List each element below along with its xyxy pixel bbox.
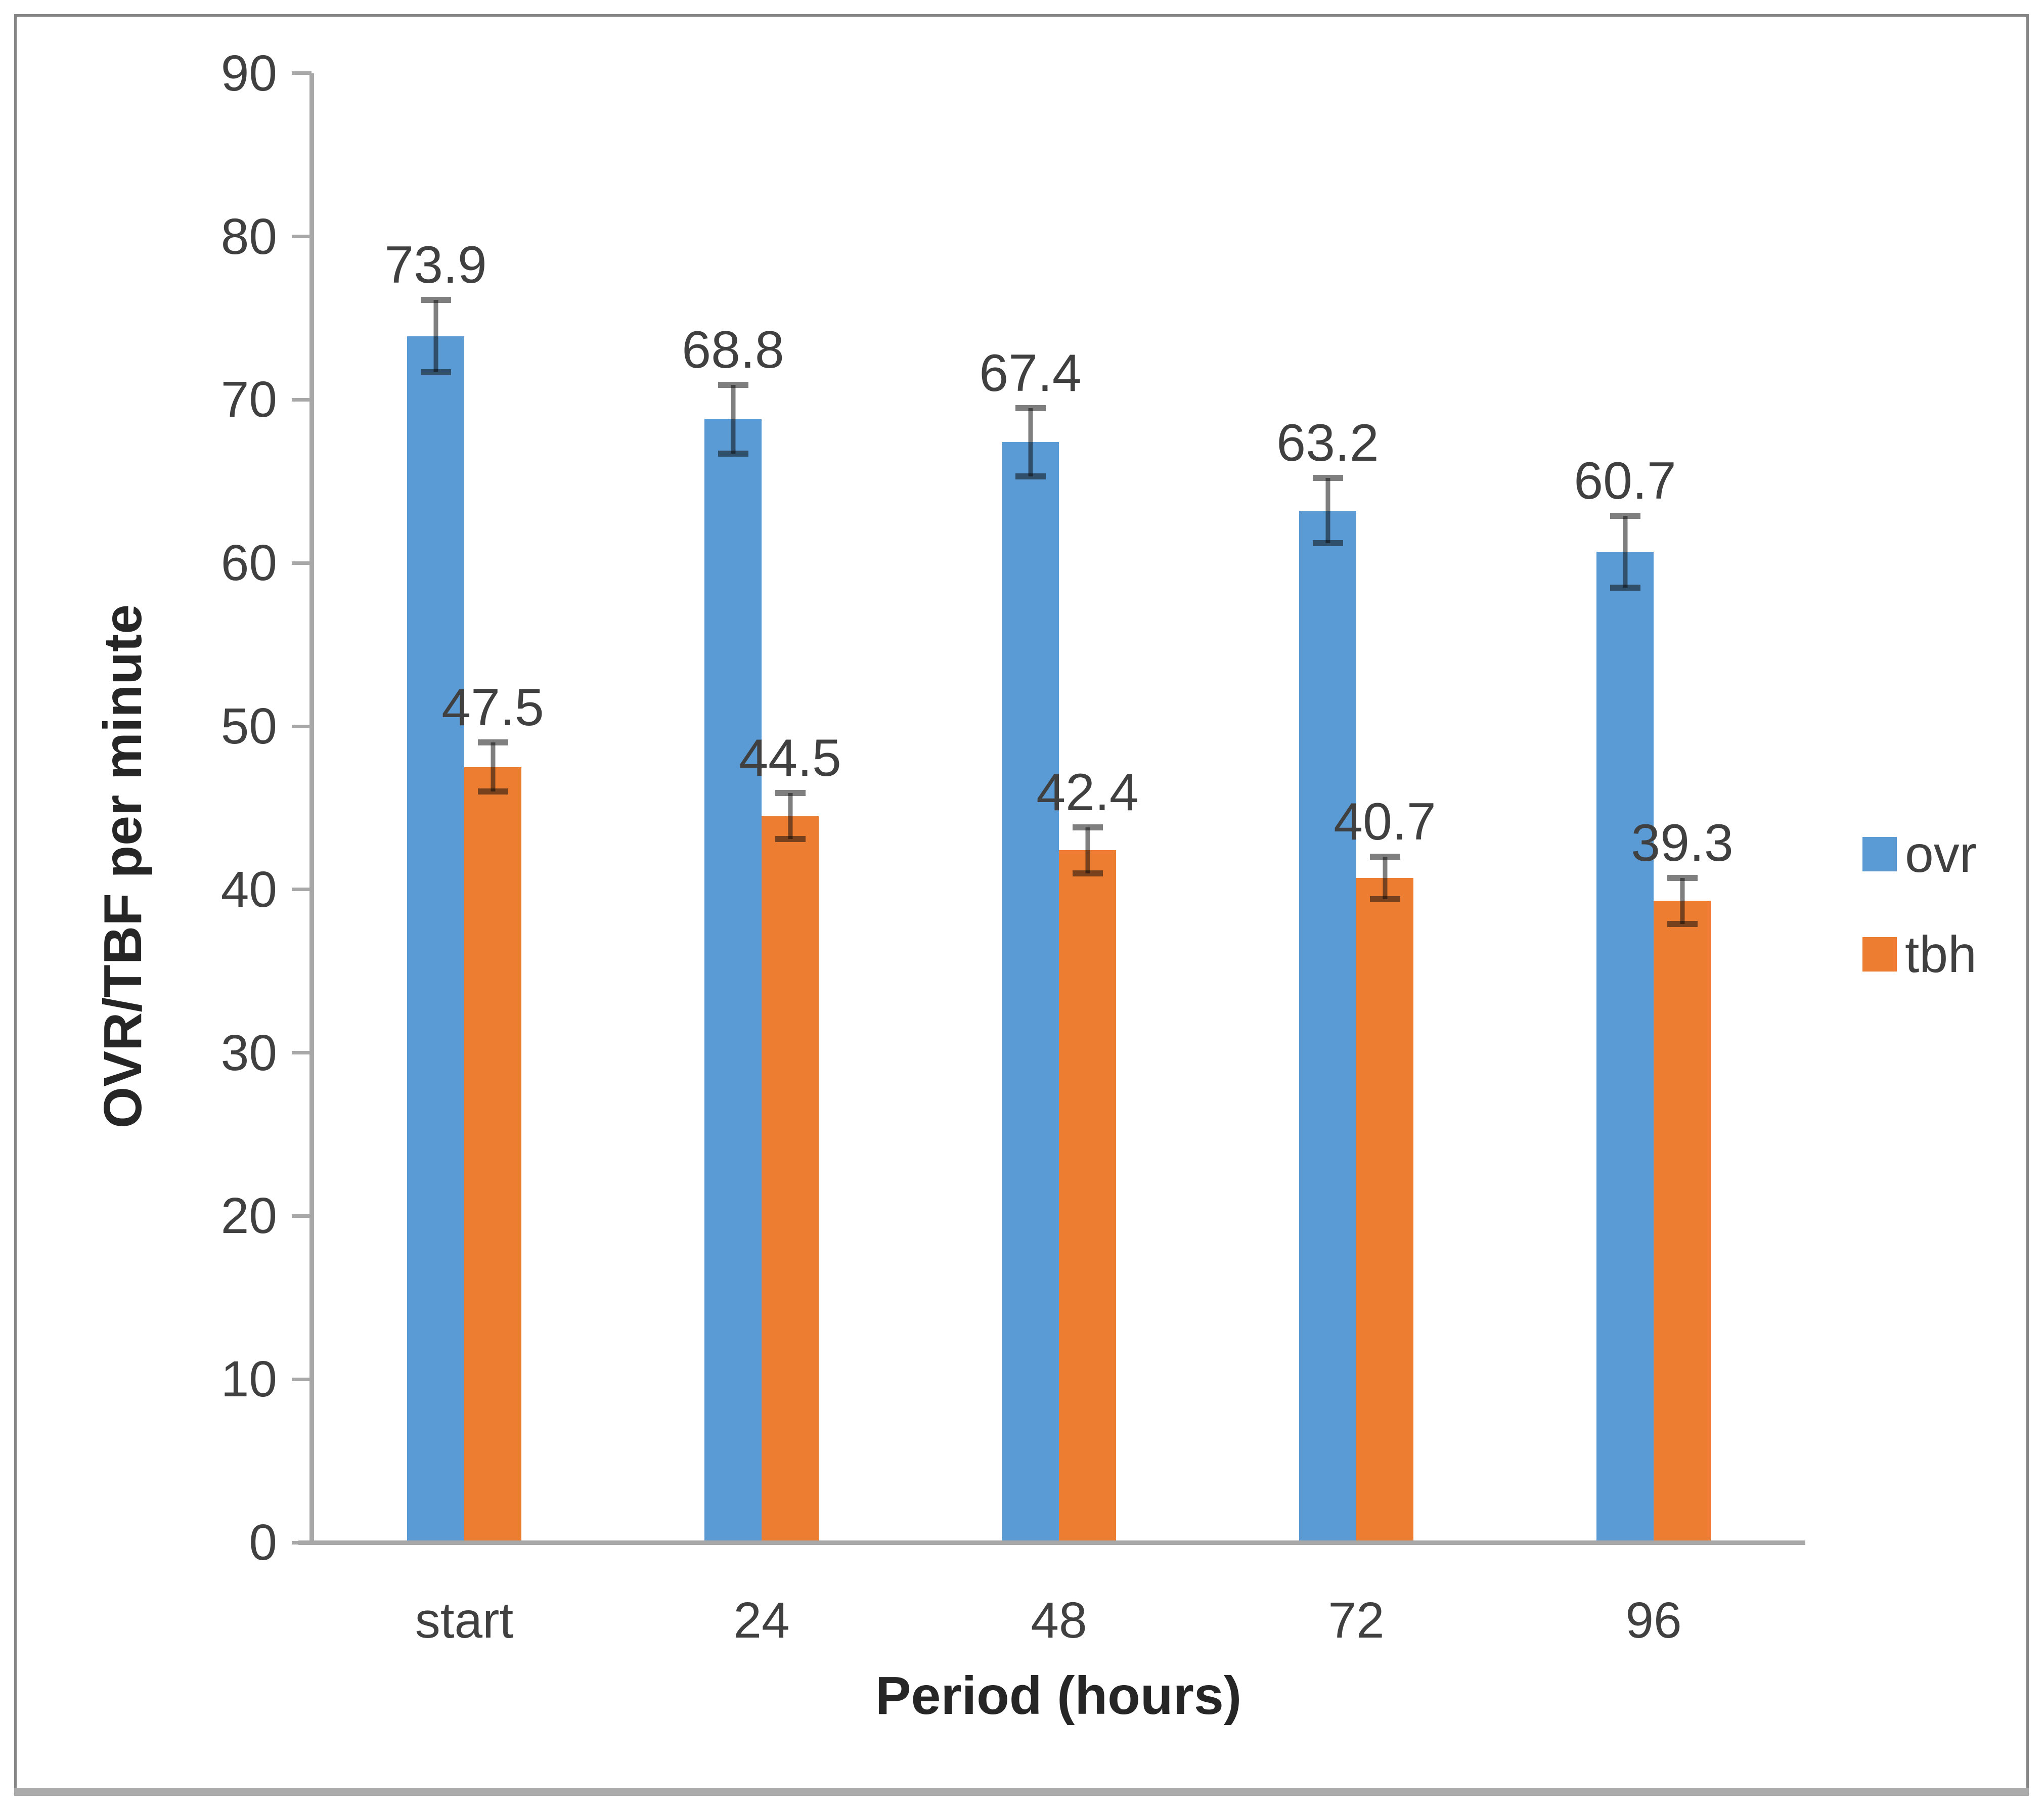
error-bar-cap-top	[1312, 475, 1343, 481]
y-tick-mark	[292, 398, 312, 402]
legend-swatch-tbh	[1862, 937, 1897, 972]
y-tick-label: 10	[220, 1351, 277, 1408]
data-label-tbh: 42.4	[1036, 763, 1139, 822]
y-tick-mark	[292, 235, 312, 239]
error-bar-cap-top	[477, 739, 508, 746]
y-tick-label: 70	[220, 371, 277, 428]
y-tick-mark	[292, 1377, 312, 1381]
y-tick-mark	[292, 71, 312, 75]
x-axis-line	[298, 1540, 1805, 1545]
data-label-tbh: 47.5	[441, 678, 544, 737]
legend-swatch-ovr	[1862, 837, 1897, 871]
y-tick-label: 30	[220, 1024, 277, 1081]
error-bar-line	[433, 300, 438, 372]
error-bar-cap-top	[1667, 875, 1698, 881]
x-tick-label: start	[415, 1592, 514, 1649]
error-bar-cap-top	[1369, 854, 1400, 860]
error-bar-line	[788, 793, 792, 839]
error-bar-cap-bottom	[775, 835, 806, 842]
y-axis-line	[309, 73, 314, 1542]
data-label-tbh: 39.3	[1631, 814, 1734, 873]
error-bar-cap-bottom	[1072, 870, 1103, 876]
error-bar-line	[731, 385, 735, 454]
legend-label-ovr: ovr	[1905, 825, 1977, 883]
data-label-ovr: 73.9	[384, 236, 487, 295]
error-bar-line	[1623, 515, 1627, 588]
error-bar-cap-bottom	[477, 788, 508, 795]
error-bar-cap-top	[1072, 824, 1103, 831]
y-tick-label: 20	[220, 1187, 277, 1245]
error-bar-line	[1085, 827, 1090, 873]
y-tick-label: 80	[220, 208, 277, 265]
bar-tbh	[1059, 850, 1116, 1542]
legend-label-tbh: tbh	[1905, 925, 1977, 983]
x-tick-label: 96	[1625, 1592, 1682, 1649]
data-label-ovr: 60.7	[1574, 451, 1676, 510]
y-tick-label: 40	[220, 861, 277, 918]
bar-ovr	[407, 336, 464, 1542]
y-tick-label: 90	[220, 45, 277, 102]
error-bar-cap-bottom	[1667, 920, 1698, 927]
error-bar-line	[1680, 878, 1684, 924]
data-label-ovr: 67.4	[979, 343, 1082, 403]
x-tick-label: 48	[1031, 1592, 1087, 1649]
error-bar-cap-top	[420, 297, 451, 303]
bar-ovr	[1299, 510, 1356, 1542]
bar-tbh	[464, 767, 521, 1542]
error-bar-cap-bottom	[420, 369, 451, 375]
error-bar-cap-bottom	[718, 450, 748, 457]
bottom-strip	[14, 1788, 2029, 1796]
error-bar-line	[1383, 857, 1387, 900]
error-bar-cap-bottom	[1015, 473, 1046, 480]
error-bar-cap-bottom	[1369, 896, 1400, 903]
bar-tbh	[1654, 901, 1711, 1542]
bar-tbh	[1356, 878, 1413, 1542]
data-label-ovr: 63.2	[1276, 414, 1379, 473]
legend-entry-tbh: tbh	[1862, 929, 1977, 980]
error-bar-cap-top	[775, 790, 806, 797]
y-tick-mark	[292, 888, 312, 892]
y-tick-label: 0	[249, 1514, 277, 1571]
data-label-tbh: 44.5	[739, 729, 841, 788]
error-bar-cap-bottom	[1610, 584, 1640, 591]
error-bar-cap-top	[1015, 405, 1046, 411]
error-bar-cap-top	[718, 382, 748, 388]
y-tick-mark	[292, 561, 312, 565]
y-tick-mark	[292, 1214, 312, 1218]
bar-ovr	[704, 419, 762, 1542]
data-label-tbh: 40.7	[1334, 792, 1436, 852]
y-tick-label: 60	[220, 535, 277, 592]
y-tick-label: 50	[220, 698, 277, 755]
error-bar-line	[1028, 408, 1033, 477]
bar-tbh	[762, 816, 819, 1542]
bar-ovr	[1596, 551, 1654, 1542]
error-bar-line	[1325, 478, 1330, 544]
x-axis-title: Period (hours)	[875, 1666, 1242, 1726]
y-tick-mark	[292, 724, 312, 728]
error-bar-line	[491, 742, 495, 792]
x-tick-label: 24	[733, 1592, 790, 1649]
error-bar-cap-top	[1610, 512, 1640, 519]
bar-ovr	[1002, 442, 1059, 1542]
y-tick-mark	[292, 1051, 312, 1055]
data-label-ovr: 68.8	[682, 321, 784, 380]
error-bar-cap-bottom	[1312, 540, 1343, 547]
x-tick-label: 72	[1328, 1592, 1385, 1649]
legend-entry-ovr: ovr	[1862, 828, 1977, 880]
